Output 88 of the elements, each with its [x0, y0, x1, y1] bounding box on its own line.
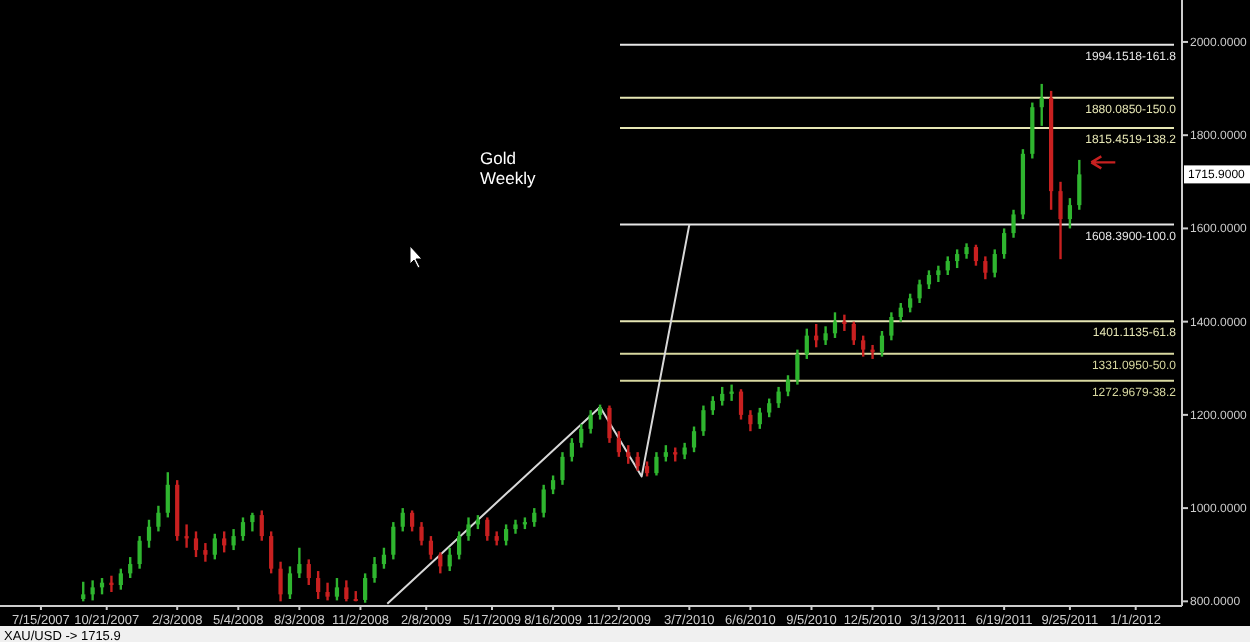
text: Gold Weekly [480, 148, 537, 188]
candlestick [503, 523, 509, 547]
candlestick [400, 506, 405, 533]
candlestick [992, 248, 997, 279]
candlestick [908, 292, 913, 314]
candlestick [588, 409, 593, 435]
candlestick [456, 530, 462, 561]
candlestick [785, 374, 791, 398]
candlestick [616, 429, 621, 459]
candlestick [532, 506, 537, 528]
candlestick [344, 579, 349, 603]
candlestick [109, 574, 114, 594]
candlestick [419, 520, 424, 547]
candlestick [410, 509, 415, 533]
candlestick [90, 579, 95, 602]
candlestick [738, 388, 744, 421]
candlestick [287, 565, 293, 601]
candlestick [428, 534, 434, 561]
candlestick [776, 385, 781, 410]
candlestick [917, 278, 922, 305]
candlestick [372, 555, 377, 584]
candlestick [710, 395, 715, 417]
candlestick [898, 301, 903, 323]
candlestick [1058, 180, 1063, 261]
candlestick [240, 516, 246, 542]
candlestick [466, 516, 471, 542]
candlestick [983, 255, 988, 281]
candlestick [945, 255, 950, 277]
candlestick [720, 385, 725, 407]
candlestick [691, 425, 697, 454]
candlestick [297, 546, 302, 580]
candlestick [203, 541, 208, 563]
candlestick [926, 269, 932, 291]
candlestick [231, 527, 236, 552]
candlestick [165, 471, 170, 519]
candlestick [118, 567, 123, 591]
candlestick [550, 474, 556, 496]
candlestick [569, 436, 574, 463]
candlestick [1067, 196, 1073, 230]
candlestick [193, 530, 199, 559]
candlestick [381, 546, 387, 570]
candlestick [316, 569, 321, 601]
candlestick [748, 409, 753, 433]
candlestick [861, 334, 866, 358]
candlestick [955, 248, 960, 270]
candlestick [1077, 158, 1082, 211]
candlestick [146, 518, 152, 549]
candlestick [626, 443, 631, 466]
candlestick [823, 325, 828, 347]
candlestick [1011, 208, 1016, 239]
candlestick [212, 532, 217, 561]
candlestick [870, 343, 875, 361]
candlestick [334, 576, 340, 602]
candlestick [1039, 82, 1044, 128]
candlestick [560, 450, 565, 486]
candlestick [447, 546, 452, 573]
candlestick [767, 397, 772, 419]
candlestick [1030, 101, 1035, 160]
candlestick [269, 530, 274, 575]
candlestick [579, 423, 584, 449]
candlestick [654, 450, 659, 477]
candlestick [804, 327, 809, 361]
candlestick [701, 404, 706, 438]
candlestick [879, 329, 885, 358]
candlestick [757, 406, 762, 431]
candlestick [438, 551, 443, 575]
candlestick [607, 404, 612, 445]
candlestick [128, 555, 133, 580]
candlestick [363, 572, 368, 604]
candlestick [832, 311, 838, 340]
candlestick [485, 516, 490, 542]
candlestick [81, 580, 86, 603]
candlestick [156, 504, 161, 533]
candlestick [250, 511, 255, 533]
candlestick [635, 450, 640, 473]
candlestick [278, 560, 283, 603]
candlestick [795, 348, 800, 386]
candlestick [889, 311, 894, 342]
candlestick [222, 530, 227, 554]
candlestick [1002, 227, 1007, 260]
candlestick [391, 520, 396, 561]
candlestick [973, 243, 979, 267]
candlestick [137, 534, 142, 570]
candlestick [851, 320, 856, 347]
candlestick [306, 558, 311, 587]
candlestick [541, 483, 546, 519]
candlestick [184, 523, 189, 549]
candlestick [259, 509, 264, 542]
